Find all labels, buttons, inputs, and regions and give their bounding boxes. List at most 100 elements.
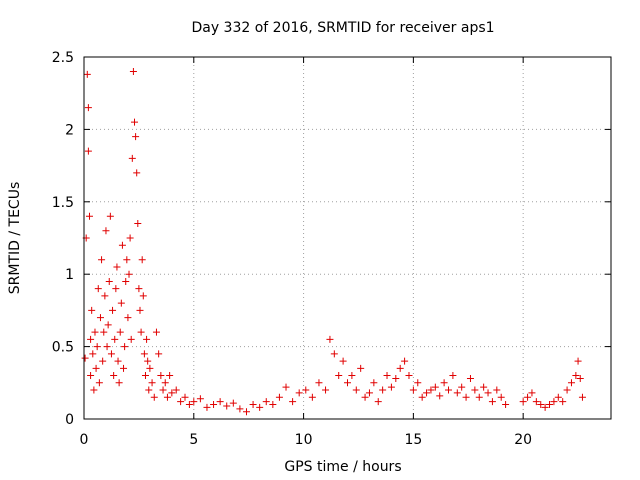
data-point [177,398,185,406]
data-point [550,398,558,406]
data-point [117,299,125,307]
data-point [100,328,108,336]
data-point [112,285,120,293]
data-point [528,389,536,397]
data-point [85,212,93,220]
data-point [546,401,554,409]
data-point [144,357,152,365]
data-point [370,379,378,387]
data-point [502,401,510,409]
data-point [123,256,131,264]
data-point [128,154,136,162]
data-point [143,335,151,343]
data-point [102,227,110,235]
data-point [493,386,501,394]
data-point [396,364,404,372]
data-point [93,343,101,351]
data-point [563,386,571,394]
data-point [84,147,92,155]
data-point [81,354,89,362]
data-point [414,379,422,387]
data-point [91,328,99,336]
data-point [203,403,211,411]
axis-ticks [83,56,611,420]
data-point [132,133,140,141]
data-point [216,398,224,406]
data-point [88,306,96,314]
data-point [114,357,122,365]
data-point [118,241,126,249]
data-point [136,306,144,314]
data-point [466,374,474,382]
data-point [110,372,118,380]
data-point [475,393,483,401]
data-point [436,392,444,400]
data-point [574,357,582,365]
data-point [541,403,549,411]
data-point [374,398,382,406]
data-point [107,350,115,358]
y-axis-label: SRMTID / TECUs [7,182,23,295]
data-point [159,386,167,394]
data-point [101,292,109,300]
data-point [223,402,231,410]
data-point [90,386,98,394]
y-tick-labels: 0 0.5 1 1.5 2 2.5 [52,50,74,428]
data-point [497,393,505,401]
data-point [190,398,198,406]
data-point [361,393,369,401]
x-tick-label: 15 [404,432,422,448]
data-point [554,393,562,401]
data-point [383,372,391,380]
data-point [131,118,139,126]
data-point [480,383,488,391]
x-tick-labels: 0 5 10 15 20 [80,432,533,448]
data-point [125,270,133,278]
data-point [115,379,123,387]
data-point [462,393,470,401]
data-point [129,67,137,75]
data-point [141,372,149,380]
data-point [427,386,435,394]
data-point [148,379,156,387]
data-point [146,364,154,372]
data-point [166,372,174,380]
data-point [401,357,409,365]
x-axis-label: GPS time / hours [284,459,401,475]
data-point [135,285,143,293]
x-tick-label: 10 [295,432,313,448]
data-point [134,220,142,228]
data-point [139,292,147,300]
data-point [103,343,111,351]
data-point [339,357,347,365]
data-point [121,343,129,351]
data-point [124,314,132,322]
data-point [104,321,112,329]
data-point [87,372,95,380]
y-tick-label: 2 [65,122,74,138]
x-tick-label: 20 [514,432,532,448]
data-point [348,372,356,380]
data-point [262,398,270,406]
data-point [392,374,400,382]
data-point [458,383,466,391]
data-point [163,393,171,401]
data-point [471,386,479,394]
data-point [140,350,148,358]
chart-title: Day 332 of 2016, SRMTID for receiver aps… [191,20,494,36]
data-point [113,263,121,271]
data-point [229,399,237,407]
data-point [519,398,527,406]
data-point [172,386,180,394]
data-point [357,364,365,372]
data-point [99,357,107,365]
data-point [98,256,106,264]
data-point [161,379,169,387]
y-tick-label: 0 [65,412,74,428]
data-point [157,372,165,380]
data-point [109,306,117,314]
data-point [578,393,586,401]
data-point [83,70,91,78]
data-point [532,398,540,406]
